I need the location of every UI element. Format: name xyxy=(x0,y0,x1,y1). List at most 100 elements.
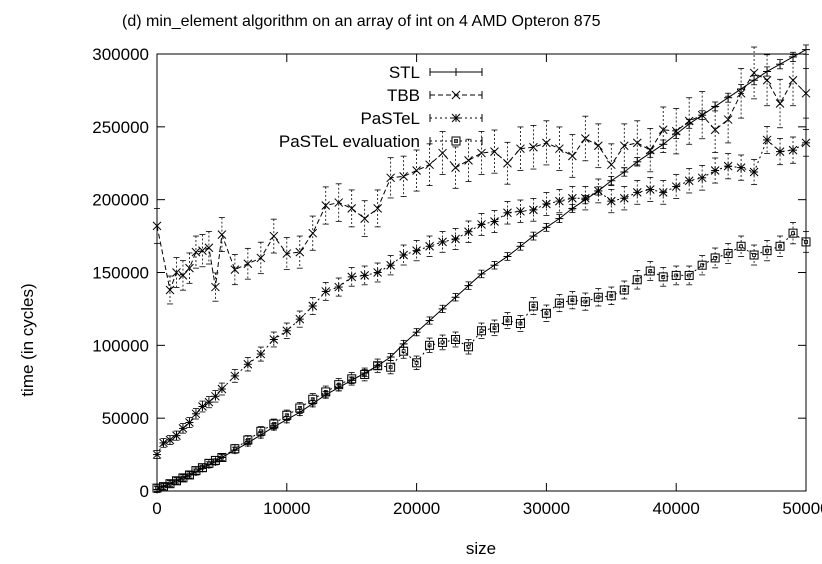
data-point xyxy=(308,228,318,238)
data-point xyxy=(185,418,194,427)
y-tick-label: 0 xyxy=(140,482,149,501)
legend-marker xyxy=(451,90,461,100)
legend-item: TBB xyxy=(387,86,483,105)
data-point xyxy=(775,147,785,156)
x-tick-label: 30000 xyxy=(523,499,570,518)
data-point xyxy=(580,297,590,307)
series-stl xyxy=(153,44,810,494)
data-point xyxy=(528,301,538,311)
data-point xyxy=(619,141,629,151)
data-point xyxy=(256,253,266,263)
data-point xyxy=(217,452,227,462)
plot-area xyxy=(152,44,811,494)
data-point xyxy=(256,426,266,436)
data-point xyxy=(502,316,512,326)
data-point xyxy=(425,316,434,325)
data-point xyxy=(671,126,681,136)
data-point xyxy=(697,173,707,183)
data-point xyxy=(762,75,772,85)
data-point xyxy=(295,403,305,413)
data-point xyxy=(645,185,655,194)
legend-label: PaSTeL xyxy=(360,109,420,128)
data-point xyxy=(425,160,434,170)
data-point xyxy=(580,134,590,143)
data-point xyxy=(412,328,421,337)
data-point xyxy=(542,223,551,232)
data-point xyxy=(620,167,629,176)
data-point xyxy=(230,371,240,381)
legend-marker xyxy=(451,113,461,123)
series-line xyxy=(156,49,807,490)
data-point xyxy=(516,206,525,216)
data-point xyxy=(697,110,707,120)
data-point xyxy=(399,250,408,260)
data-point xyxy=(697,260,707,270)
series-line xyxy=(156,72,807,292)
data-point xyxy=(308,301,318,311)
data-point xyxy=(593,292,603,302)
legend-label: TBB xyxy=(387,86,420,105)
data-point xyxy=(749,250,759,260)
y-tick-label: 200000 xyxy=(92,191,149,210)
data-point xyxy=(269,231,279,241)
x-tick-label: 0 xyxy=(152,499,161,518)
data-point xyxy=(541,308,551,318)
data-point xyxy=(373,268,383,277)
data-point xyxy=(593,141,603,151)
y-tick-label: 250000 xyxy=(92,118,149,137)
data-point xyxy=(723,249,733,259)
data-point xyxy=(185,263,194,273)
data-point xyxy=(347,272,357,282)
data-point xyxy=(204,397,214,407)
data-point xyxy=(256,349,266,359)
data-point xyxy=(775,241,785,251)
data-point xyxy=(210,455,220,465)
data-point xyxy=(295,314,305,324)
data-point xyxy=(788,228,798,238)
series-tbb xyxy=(152,46,811,305)
data-point xyxy=(198,246,207,256)
data-point xyxy=(321,287,331,296)
data-point xyxy=(568,193,577,203)
data-point xyxy=(451,163,460,172)
data-point xyxy=(788,75,798,85)
x-tick-label: 50000 xyxy=(782,499,822,518)
data-point xyxy=(645,145,655,155)
data-point xyxy=(438,148,447,158)
data-point xyxy=(347,374,357,384)
data-point xyxy=(503,158,512,168)
data-point xyxy=(503,208,512,218)
data-point xyxy=(464,155,473,165)
x-tick-label: 20000 xyxy=(393,499,440,518)
data-point xyxy=(684,270,694,280)
data-point xyxy=(230,444,240,454)
data-point xyxy=(490,217,499,226)
data-point xyxy=(165,435,175,445)
data-point xyxy=(516,242,525,251)
data-point xyxy=(555,144,564,154)
data-point xyxy=(736,88,746,98)
data-point xyxy=(172,268,181,277)
data-point xyxy=(515,318,525,328)
data-point xyxy=(606,291,616,301)
data-point xyxy=(516,144,525,154)
data-point xyxy=(282,326,292,336)
data-point xyxy=(269,419,279,429)
data-point xyxy=(172,431,181,441)
data-point xyxy=(464,342,474,352)
data-point xyxy=(269,335,279,344)
x-axis-label: size xyxy=(466,539,496,558)
legend-label: STL xyxy=(389,63,420,82)
series-line xyxy=(156,232,807,489)
axes: 0 10000 20000 30000 40000 50000 0 50000 100000 15… xyxy=(92,45,822,518)
data-point xyxy=(711,102,720,111)
data-point xyxy=(412,358,422,368)
data-point xyxy=(802,45,810,54)
data-point xyxy=(568,151,577,161)
data-point xyxy=(490,261,499,270)
y-tick-label: 100000 xyxy=(92,336,149,355)
data-point xyxy=(489,323,499,333)
data-point xyxy=(334,282,344,292)
data-point xyxy=(567,295,577,305)
